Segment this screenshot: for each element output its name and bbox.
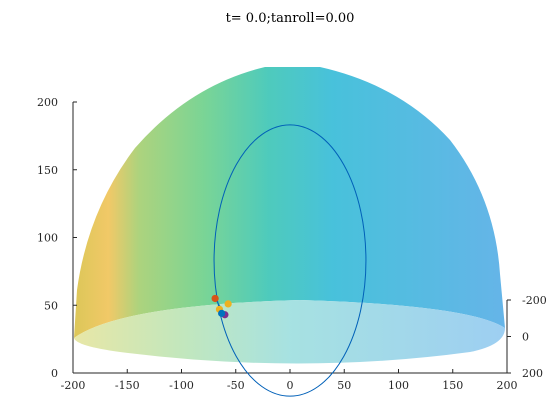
x-tick-label: 50 [337, 379, 351, 392]
x-tick-label: 100 [388, 379, 409, 392]
z-tick-label: 200 [37, 96, 58, 109]
trajectory-ellipse [213, 124, 367, 397]
trajectory-marker [211, 294, 219, 303]
z-tick-label: 0 [51, 367, 58, 380]
x-axis-ticks: -200 -150 -100 -50 0 50 100 150 200 [61, 369, 518, 392]
z-tick-label: 150 [37, 164, 58, 177]
x-tick-label: 150 [442, 379, 463, 392]
chart-title: t= 0.0;tanroll=0.00 [226, 11, 355, 26]
hemisphere-base-disk [74, 300, 505, 364]
z-tick-label: 50 [44, 299, 58, 312]
trajectory-marker [224, 300, 232, 308]
y-tick-label: -200 [522, 294, 547, 307]
x-tick-label: -200 [61, 379, 86, 392]
y-tick-label: 200 [522, 367, 543, 380]
x-tick-label: -150 [115, 379, 140, 392]
marker-group [211, 294, 232, 319]
z-tick-label: 100 [37, 232, 58, 245]
y-axis-ticks: -200 0 200 [507, 294, 547, 380]
y-tick-label: 0 [522, 331, 529, 344]
trajectory-marker [218, 309, 226, 317]
x-tick-label: -100 [169, 379, 194, 392]
x-tick-label: 200 [497, 379, 518, 392]
hemisphere-surface [74, 67, 505, 338]
x-tick-label: 0 [287, 379, 294, 392]
z-axis-ticks: 0 50 100 150 200 [37, 96, 77, 380]
x-tick-label: -50 [227, 379, 245, 392]
